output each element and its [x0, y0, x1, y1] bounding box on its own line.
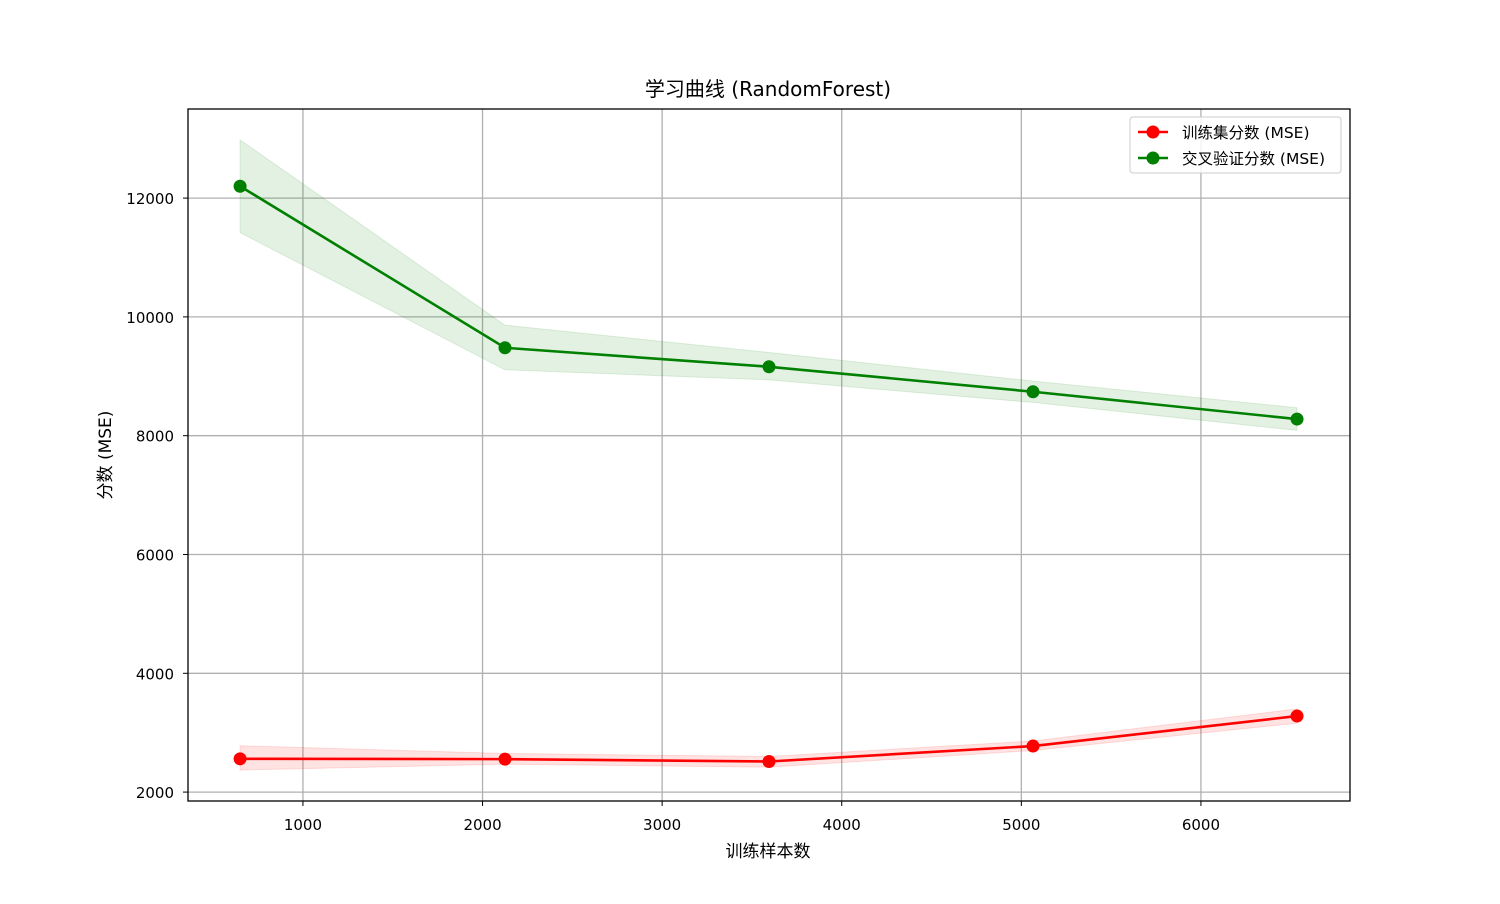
chart-title: 学习曲线 (RandomForest) — [645, 77, 891, 101]
y-tick-label: 2000 — [136, 784, 174, 802]
legend: 训练集分数 (MSE) 交叉验证分数 (MSE) — [1129, 116, 1342, 174]
x-tick-label: 1000 — [284, 816, 322, 834]
legend-train-label: 训练集分数 (MSE) — [1182, 124, 1310, 142]
cv-score-point — [1290, 412, 1304, 426]
legend-cv-label: 交叉验证分数 (MSE) — [1182, 150, 1325, 168]
train-score-point — [1290, 709, 1304, 723]
y-tick-label: 8000 — [136, 428, 174, 446]
cv-score-point — [498, 341, 512, 355]
y-tick-label: 12000 — [126, 190, 174, 208]
train-score-point — [762, 754, 776, 768]
y-axis-label: 分数 (MSE) — [96, 411, 116, 500]
train-score-point — [1026, 739, 1040, 753]
x-tick-label: 3000 — [643, 816, 681, 834]
cv-score-point — [233, 179, 247, 193]
y-tick-label: 6000 — [136, 546, 174, 564]
plot-frame — [187, 108, 1351, 802]
train-score-point — [498, 752, 512, 766]
x-tick-label: 4000 — [823, 816, 861, 834]
x-axis-label: 训练样本数 — [726, 842, 811, 862]
x-tick-label: 5000 — [1002, 816, 1040, 834]
y-tick-label: 10000 — [126, 309, 174, 327]
legend-box — [1129, 116, 1342, 174]
y-tick-label: 4000 — [136, 665, 174, 683]
train-score-point — [233, 752, 247, 766]
cv-score-band — [239, 138, 1298, 431]
legend-train-marker — [1146, 125, 1160, 139]
x-tick-label: 2000 — [463, 816, 501, 834]
cv-score-point — [762, 360, 776, 374]
x-tick-label: 6000 — [1182, 816, 1220, 834]
cv-score-point — [1026, 385, 1040, 399]
legend-cv-marker — [1146, 151, 1160, 165]
